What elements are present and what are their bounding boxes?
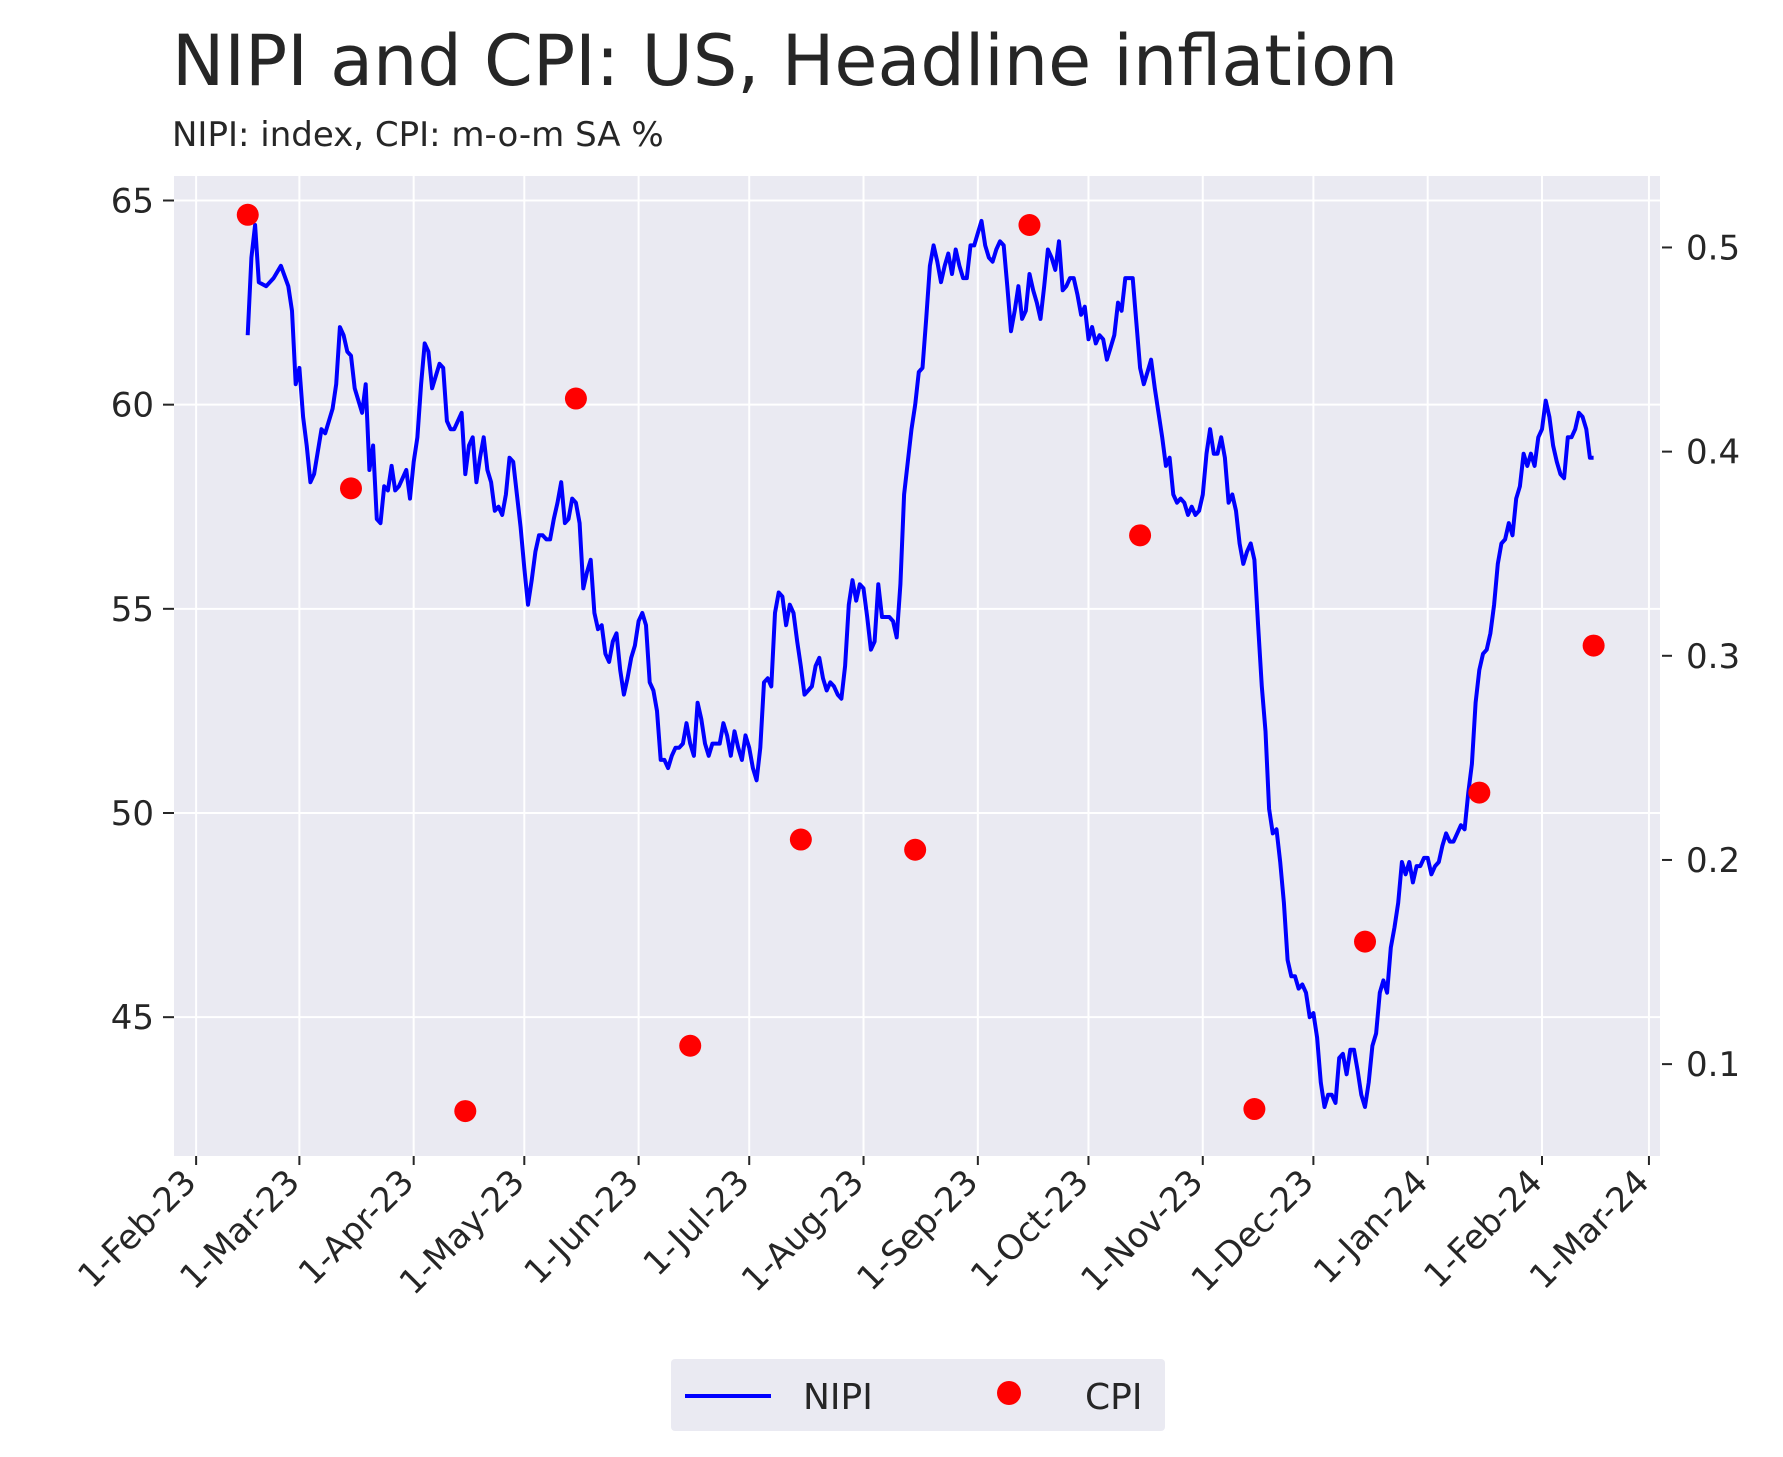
x-tick-label: 1-Jun-23	[517, 1162, 647, 1292]
y-left-tick-label: 65	[111, 182, 154, 222]
chart-title: NIPI and CPI: US, Headline inflation	[172, 20, 1399, 102]
y-left-tick-label: 60	[111, 386, 154, 426]
cpi-point	[1354, 930, 1377, 953]
cpi-point	[679, 1034, 702, 1057]
series-layer	[236, 203, 1605, 1123]
legend-nipi-label: NIPI	[803, 1377, 873, 1418]
cpi-point	[789, 828, 812, 851]
y-right-tick-label: 0.1	[1686, 1045, 1740, 1085]
y-left-tick-label: 45	[111, 998, 154, 1038]
cpi-point	[1582, 634, 1605, 657]
y-left-tick-label: 55	[111, 590, 154, 630]
cpi-point	[236, 203, 259, 226]
nipi-line	[245, 218, 1594, 1109]
cpi-point	[1018, 214, 1041, 236]
x-tick-label: 1-Dec-23	[1184, 1162, 1322, 1300]
legend-box	[671, 1359, 1165, 1431]
cpi-point	[1129, 524, 1152, 547]
x-tick-label: 1-Aug-23	[734, 1162, 872, 1300]
y-left-tick-label: 50	[111, 794, 154, 834]
y-right-tick-label: 0.5	[1686, 228, 1740, 268]
legend-cpi-swatch	[997, 1381, 1021, 1405]
gridlines	[174, 176, 1660, 1156]
legend-cpi-label: CPI	[1085, 1377, 1142, 1418]
plot-area	[174, 176, 1660, 1156]
cpi-point	[454, 1100, 477, 1123]
y-right-tick-label: 0.2	[1686, 841, 1740, 881]
cpi-point	[564, 387, 587, 410]
x-tick-label: 1-Sep-23	[849, 1162, 986, 1299]
cpi-point	[339, 477, 362, 500]
legend: NIPI CPI	[671, 1359, 1165, 1431]
cpi-point	[1468, 781, 1491, 804]
cpi-point	[1243, 1098, 1266, 1121]
cpi-point	[904, 838, 927, 861]
chart-subtitle: NIPI: index, CPI: m-o-m SA %	[172, 115, 664, 155]
y-right-tick-label: 0.4	[1686, 433, 1740, 473]
x-tick-label: 1-Jan-24	[1306, 1162, 1436, 1292]
y-right-tick-label: 0.3	[1686, 637, 1740, 677]
